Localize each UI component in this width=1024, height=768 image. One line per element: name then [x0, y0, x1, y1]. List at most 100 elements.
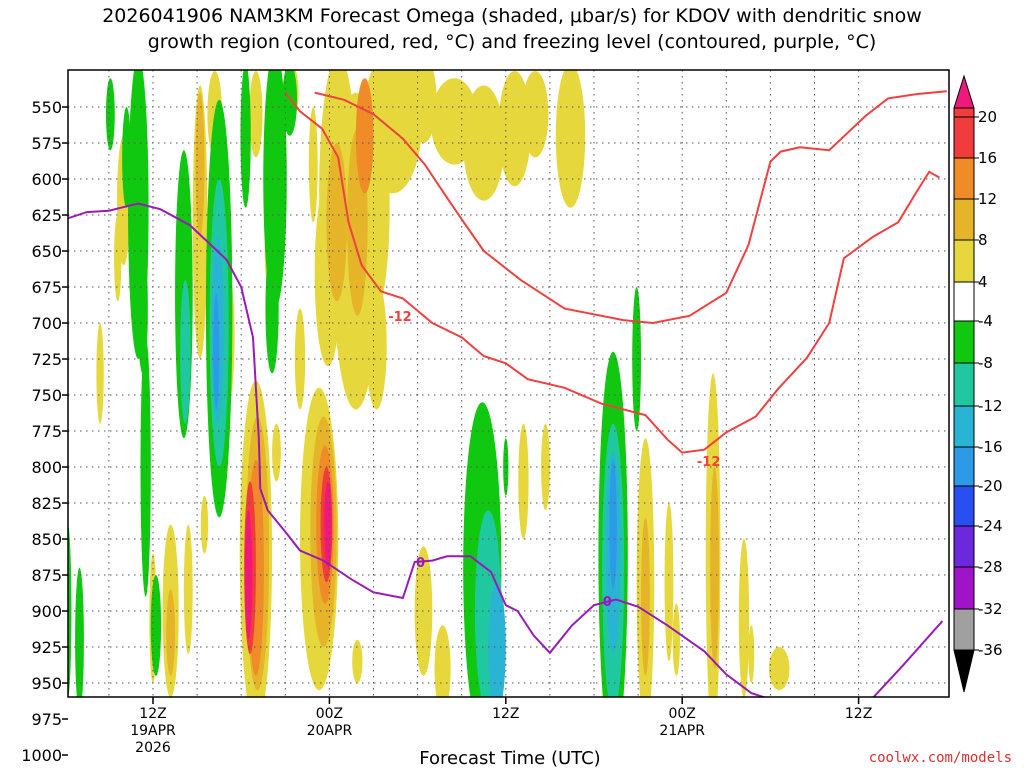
colorbar-label: 4: [978, 273, 988, 291]
omega-sink-region: [263, 70, 287, 309]
omega-rise-region: [96, 323, 104, 424]
colorbar-label: -36: [978, 641, 1003, 659]
credit-text: coolwx.com/models: [869, 750, 1012, 766]
chart-title-line2: growth region (contoured, red, °C) and f…: [148, 31, 877, 53]
omega-rise-region: [463, 85, 505, 201]
omega-rise-region: [434, 625, 451, 697]
omega-sink-region: [75, 567, 84, 697]
omega-sink-region: [150, 575, 162, 676]
x-axis-title: Forecast Time (UTC): [419, 748, 600, 768]
colorbar-swatch: [953, 107, 975, 118]
omega-sink-region: [180, 279, 191, 424]
y-tick-label: 750: [31, 386, 62, 405]
dendritic-growth-contour-lower: [314, 90, 947, 325]
x-tick-label: 12Z: [139, 706, 166, 722]
colorbar-label: -4: [978, 312, 993, 330]
colorbar-swatch: [953, 198, 975, 241]
y-tick-label: 600: [31, 170, 62, 189]
omega-rise-region: [641, 517, 650, 676]
omega-rise-region: [555, 70, 586, 208]
y-tick-label: 875: [31, 566, 62, 585]
contour-labels: -12 -12 0 0: [388, 310, 720, 610]
omega-rise-region: [521, 71, 549, 158]
y-tick-label: 825: [31, 494, 62, 513]
omega-rise-region: [710, 467, 719, 669]
colorbar-swatch: [953, 525, 975, 568]
freezing-level-contour: [68, 202, 944, 697]
x-tick-label: 2026: [135, 740, 171, 756]
omega-rise-region: [249, 71, 263, 158]
omega-rise-region: [355, 78, 374, 194]
omega-rise-region: [352, 639, 363, 684]
contour-label: 0: [416, 556, 425, 571]
colorbar-label: -32: [978, 600, 1003, 618]
colorbar-swatch: [953, 320, 975, 364]
colorbar-label: -12: [978, 397, 1003, 415]
y-tick-label: 575: [31, 134, 62, 153]
chart-title-line1: 2026041906 NAM3KM Forecast Omega (shaded…: [102, 5, 922, 27]
omega-rise-region: [195, 92, 205, 237]
colorbar-swatch: [953, 116, 975, 159]
y-tick-label: 725: [31, 350, 62, 369]
omega-rise-region: [498, 71, 531, 187]
omega-sink-region: [122, 106, 131, 208]
colorbar-label: -16: [978, 438, 1003, 456]
y-tick-label: 850: [31, 530, 62, 549]
y-tick-label: 925: [31, 638, 62, 657]
colorbar-label: -24: [978, 517, 1003, 535]
omega-rise-region: [768, 647, 790, 691]
y-tick-label: 1000: [21, 746, 62, 765]
omega-sink-region: [265, 243, 279, 374]
colorbar-triangle-min: [953, 649, 975, 693]
contour-lines: [68, 90, 947, 697]
omega-rise-region: [366, 279, 387, 410]
x-tick-label: 12Z: [845, 706, 872, 722]
y-tick-label: 675: [31, 278, 62, 297]
colorbar-label: 20: [978, 108, 997, 126]
omega-rise-region: [324, 481, 332, 568]
y-axis: 550 575 600 625 650 675 700 725 750 775 800 825 850 8…: [21, 98, 68, 765]
colorbar-swatch: [953, 446, 975, 487]
omega-rise-region: [541, 423, 550, 511]
omega-sink-region: [282, 70, 298, 136]
x-tick-label: 21APR: [659, 723, 705, 739]
omega-sink-region: [140, 337, 151, 597]
contour-label: 0: [603, 595, 612, 610]
x-tick-label: 12Z: [492, 706, 519, 722]
y-tick-label: 625: [31, 206, 62, 225]
grid-lines: [68, 70, 949, 697]
omega-sink-region: [68, 524, 72, 697]
omega-rise-region: [363, 70, 423, 194]
colorbar-label: 8: [978, 231, 988, 249]
omega-rise-region: [518, 423, 529, 539]
colorbar-swatch: [953, 566, 975, 610]
omega-sink-region: [240, 70, 251, 208]
colorbar-swatch: [953, 157, 975, 200]
colorbar: 20 16 12 8 4 -4 -8 -12 -16 -20 -24 -28 -32 -36: [953, 74, 1003, 693]
contour-label: -12: [697, 455, 721, 470]
omega-sink-region: [632, 287, 642, 431]
y-tick-label: 650: [31, 242, 62, 261]
y-tick-label: 775: [31, 422, 62, 441]
y-tick-label: 975: [31, 710, 62, 729]
colorbar-label: -20: [978, 477, 1003, 495]
colorbar-label: -8: [978, 354, 993, 372]
omega-rise-region: [748, 625, 755, 683]
omega-rise-region: [200, 495, 209, 554]
contour-label: -12: [388, 310, 412, 325]
plot-frame: [67, 69, 950, 698]
omega-rise-region: [672, 603, 680, 676]
colorbar-swatch: [953, 281, 975, 322]
omega-rise-region: [114, 215, 122, 302]
omega-rise-region: [166, 589, 176, 676]
omega-sink-region: [105, 78, 115, 151]
x-tick-label: 20APR: [307, 723, 353, 739]
omega-rise-region: [183, 524, 193, 655]
dendritic-growth-contour-upper: [284, 91, 940, 454]
colorbar-label: 12: [978, 190, 997, 208]
x-tick-label: 00Z: [316, 706, 343, 722]
colorbar-swatch: [953, 239, 975, 283]
y-tick-label: 950: [31, 674, 62, 693]
x-tick-label: 19APR: [130, 723, 176, 739]
